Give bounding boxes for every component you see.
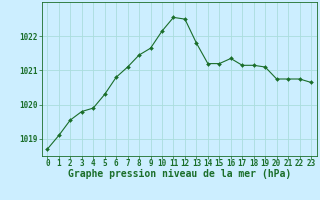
X-axis label: Graphe pression niveau de la mer (hPa): Graphe pression niveau de la mer (hPa)	[68, 169, 291, 179]
